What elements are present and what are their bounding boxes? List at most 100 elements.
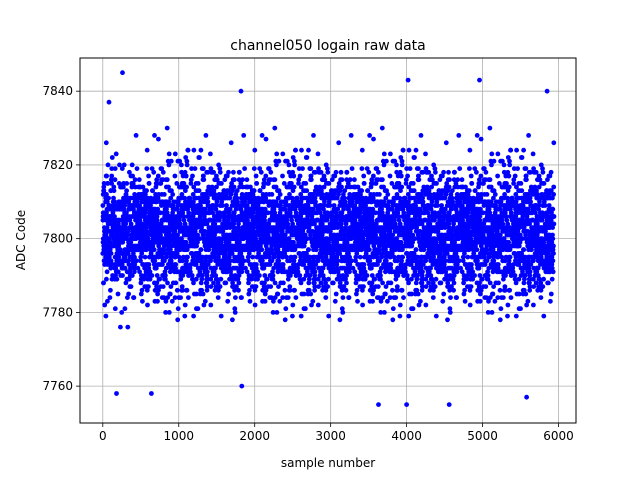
data-point xyxy=(112,177,118,183)
data-point xyxy=(161,247,167,253)
data-point xyxy=(197,155,202,160)
data-point xyxy=(104,276,109,282)
data-point xyxy=(158,221,164,227)
data-point xyxy=(146,265,152,271)
data-point xyxy=(116,221,121,227)
data-point xyxy=(326,276,331,282)
data-point xyxy=(388,151,393,157)
data-point xyxy=(380,280,385,286)
data-point xyxy=(381,151,387,157)
data-point xyxy=(339,177,345,183)
data-point xyxy=(407,166,413,172)
data-point xyxy=(123,247,129,253)
data-point xyxy=(140,239,146,245)
data-point xyxy=(385,192,391,197)
data-point xyxy=(144,287,150,293)
data-point xyxy=(178,295,184,300)
data-point xyxy=(456,258,462,264)
data-point xyxy=(154,280,160,286)
data-point xyxy=(120,184,126,190)
data-point xyxy=(359,188,365,194)
data-point xyxy=(338,169,344,175)
data-point xyxy=(138,254,144,260)
data-point xyxy=(132,269,137,275)
data-point xyxy=(166,310,172,315)
data-point xyxy=(164,206,169,212)
data-point xyxy=(123,221,129,227)
data-point xyxy=(166,184,171,190)
data-point xyxy=(400,147,406,153)
data-point xyxy=(332,298,338,304)
data-point xyxy=(232,177,237,183)
data-point xyxy=(277,192,283,197)
data-point xyxy=(110,232,115,238)
data-point xyxy=(304,155,310,160)
data-point xyxy=(173,265,179,271)
data-point xyxy=(359,147,365,153)
data-point xyxy=(387,173,393,179)
data-point xyxy=(448,295,453,300)
data-point xyxy=(154,177,160,183)
data-point xyxy=(165,225,171,231)
data-point xyxy=(154,284,160,289)
data-point xyxy=(467,166,472,172)
data-point xyxy=(292,162,297,168)
data-point xyxy=(102,302,108,308)
data-point xyxy=(390,287,395,293)
data-point xyxy=(435,203,440,208)
data-point xyxy=(376,169,381,175)
data-point xyxy=(286,162,292,168)
data-point xyxy=(165,280,170,286)
data-point xyxy=(217,284,223,289)
data-point xyxy=(451,287,456,293)
data-point xyxy=(169,188,174,194)
data-point xyxy=(406,147,412,153)
data-point xyxy=(184,162,190,168)
data-point xyxy=(146,262,152,267)
data-point xyxy=(203,133,209,138)
data-point xyxy=(114,228,120,234)
data-point xyxy=(113,273,118,278)
data-point xyxy=(168,158,174,164)
data-point xyxy=(114,276,120,282)
data-point xyxy=(388,280,394,286)
data-point xyxy=(160,284,166,289)
data-point xyxy=(433,169,438,175)
data-point xyxy=(133,133,139,138)
data-point xyxy=(390,306,396,312)
data-point xyxy=(186,295,191,300)
data-point xyxy=(104,210,109,216)
data-point xyxy=(168,258,174,264)
data-point xyxy=(198,147,204,153)
data-point xyxy=(415,291,421,297)
data-point xyxy=(254,181,260,186)
data-point xyxy=(254,262,259,267)
data-point xyxy=(399,184,405,190)
data-point xyxy=(123,192,129,197)
data-point xyxy=(379,125,385,131)
data-point xyxy=(371,136,376,142)
data-point xyxy=(152,195,158,201)
data-point xyxy=(132,262,138,267)
data-point xyxy=(144,188,150,194)
data-point xyxy=(191,147,197,153)
data-point xyxy=(205,269,210,275)
data-point xyxy=(423,151,428,157)
data-point xyxy=(122,265,128,271)
data-point xyxy=(401,295,406,300)
data-point xyxy=(467,302,473,308)
data-point xyxy=(146,173,152,179)
data-point xyxy=(112,214,117,219)
data-point xyxy=(380,177,385,183)
data-point xyxy=(107,247,113,253)
data-point xyxy=(161,243,167,249)
data-point xyxy=(103,140,109,146)
data-point xyxy=(139,251,145,256)
data-point xyxy=(326,313,332,319)
data-point xyxy=(184,287,190,293)
data-point xyxy=(455,177,461,183)
data-point xyxy=(152,232,158,238)
data-point xyxy=(225,298,231,304)
data-point xyxy=(340,310,346,315)
data-point xyxy=(108,258,114,264)
